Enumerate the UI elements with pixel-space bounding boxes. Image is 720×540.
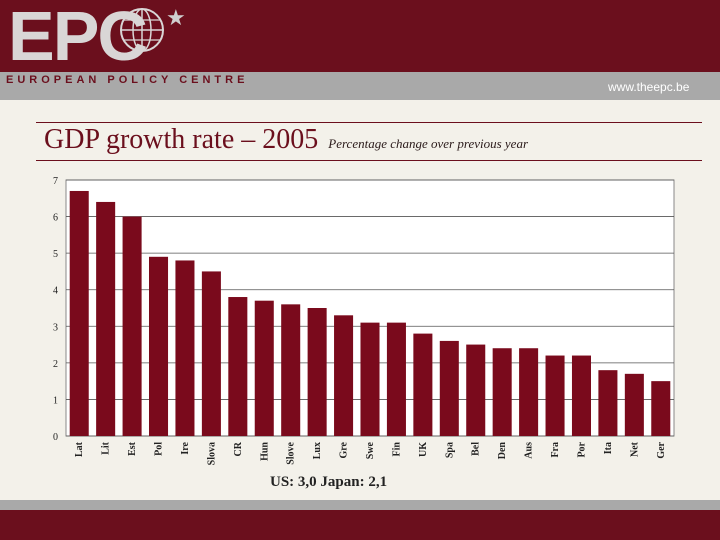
x-tick-label: Pol <box>154 442 165 456</box>
epc-logo: EPC <box>8 0 148 75</box>
x-tick-label: Fin <box>391 442 402 457</box>
bar <box>360 322 380 436</box>
bar <box>545 355 565 436</box>
x-tick-label: Slove <box>286 441 297 464</box>
bar <box>201 271 221 436</box>
y-tick-label: 1 <box>53 395 58 406</box>
x-tick-label: Den <box>497 442 508 460</box>
bar <box>466 344 486 436</box>
footer-stripe <box>0 500 720 512</box>
bar <box>624 373 644 436</box>
title-rule-bottom <box>36 160 702 161</box>
x-tick-label: Por <box>576 441 587 457</box>
y-tick-label: 5 <box>53 249 58 260</box>
x-tick-label: Est <box>127 441 138 456</box>
bar <box>175 260 195 436</box>
y-tick-label: 6 <box>53 213 58 224</box>
slide-title-block: GDP growth rate – 2005 Percentage change… <box>44 124 528 156</box>
y-tick-label: 3 <box>53 322 58 333</box>
bar <box>122 216 142 436</box>
x-tick-label: Gre <box>339 441 350 458</box>
x-tick-label: Spa <box>444 442 455 458</box>
bar <box>571 355 591 436</box>
x-tick-label: Swe <box>365 441 376 459</box>
x-tick-label: Ita <box>603 442 614 454</box>
bar <box>492 348 512 436</box>
bar <box>651 381 671 436</box>
gdp-bar-chart: 0 1 2 3 4 5 6 7 Lat Lit Est Pol Ire Slova CR Hun Slove Lu… <box>53 176 675 465</box>
x-tick-label: UK <box>418 442 429 457</box>
x-tick-label: Hun <box>259 442 270 461</box>
x-tick-label: Lit <box>101 441 112 454</box>
x-tick-label: Ire <box>180 441 191 454</box>
slide-title: GDP growth rate – 2005 <box>44 124 319 155</box>
x-tick-label: Fra <box>550 442 561 458</box>
bar <box>96 201 116 436</box>
bar <box>228 297 248 436</box>
x-tick-label: Net <box>629 441 640 457</box>
logo-subtitle: EUROPEAN POLICY CENTRE <box>6 74 249 86</box>
bar <box>334 315 354 436</box>
x-tick-label: Aus <box>524 442 535 459</box>
globe-icon <box>120 8 164 52</box>
bar <box>413 333 433 436</box>
x-tick-label: Ger <box>656 441 667 458</box>
website-url: www.theepc.be <box>608 80 690 94</box>
us-japan-note: US: 3,0 Japan: 2,1 <box>270 474 388 490</box>
bar <box>519 348 539 436</box>
bar <box>254 300 274 436</box>
bar <box>149 256 169 436</box>
x-tick-label: Bel <box>471 442 482 456</box>
footer-banner <box>0 510 720 540</box>
bar <box>386 322 406 436</box>
x-tick-label: Lux <box>312 442 323 459</box>
bar <box>307 308 327 436</box>
y-tick-label: 0 <box>53 432 58 443</box>
bar <box>281 304 301 436</box>
header-stripe <box>0 72 720 100</box>
x-tick-label: CR <box>233 441 244 456</box>
slide-subtitle: Percentage change over previous year <box>328 136 529 151</box>
star-icon: ★ <box>166 6 186 31</box>
x-tick-label: Slova <box>206 442 217 465</box>
bar <box>598 370 618 436</box>
y-tick-label: 2 <box>53 359 58 370</box>
bar <box>439 340 459 436</box>
y-tick-label: 7 <box>53 176 58 187</box>
y-tick-label: 4 <box>53 286 58 297</box>
bar <box>69 190 89 436</box>
x-tick-label: Lat <box>74 441 85 457</box>
title-rule-top <box>36 122 702 123</box>
